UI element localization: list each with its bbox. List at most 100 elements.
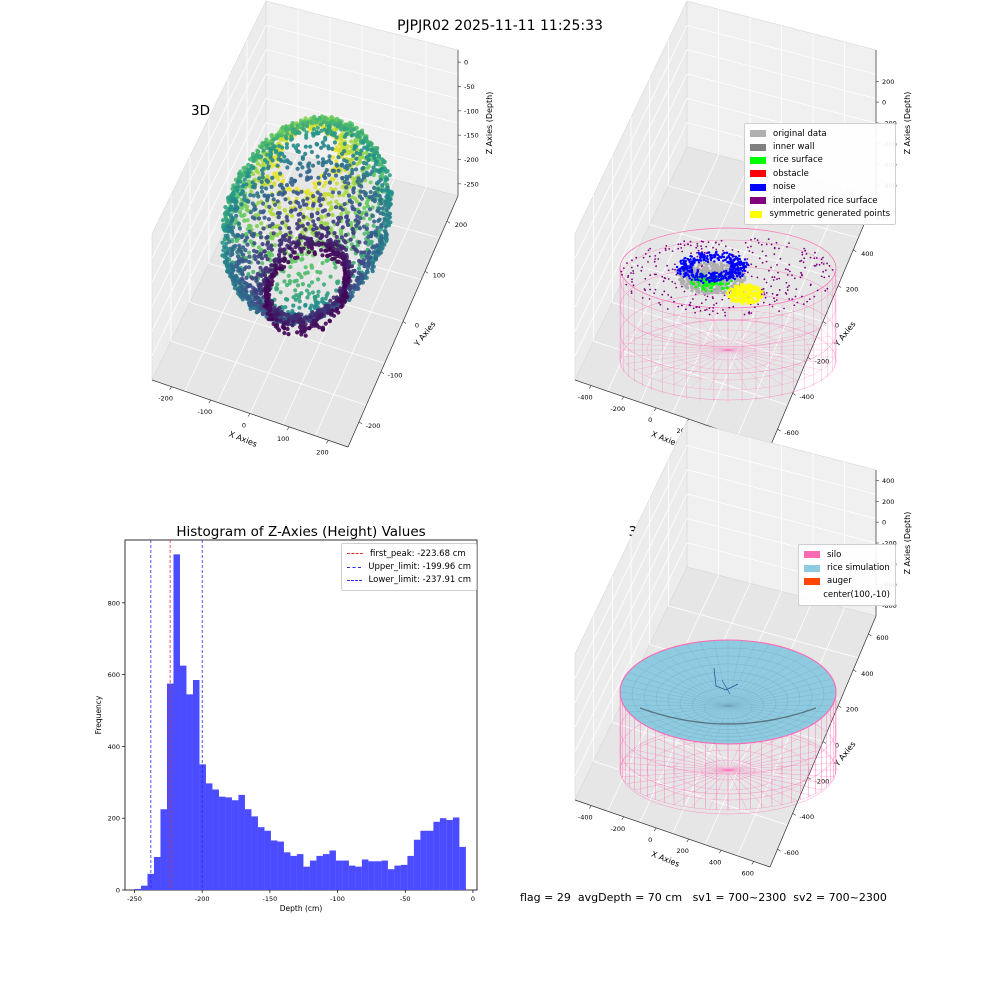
raw-data-point	[238, 271, 243, 276]
raw-data-point	[288, 180, 293, 185]
raw-data-point	[358, 129, 363, 135]
interpolated-point	[748, 264, 750, 267]
original-data-point	[689, 282, 694, 286]
original-data-point	[707, 285, 711, 290]
raw-data-point	[349, 144, 354, 149]
rice-mesh-spoke	[619, 691, 729, 707]
noise-point	[689, 264, 692, 267]
z-axis-title: Z Axies (Depth)	[903, 512, 912, 575]
raw-data-point	[380, 160, 385, 165]
interpolated-point	[747, 246, 749, 249]
raw-data-point	[288, 321, 293, 326]
noise-point	[678, 269, 681, 272]
raw-data-point	[282, 316, 287, 321]
raw-data-point	[237, 292, 242, 297]
raw-data-point	[363, 137, 369, 142]
raw-data-point	[279, 158, 284, 163]
legend-entry-obstacle: obstacle	[750, 167, 890, 180]
raw-data-point	[335, 296, 340, 301]
raw-data-point	[227, 225, 232, 230]
silo-floor-spoke	[727, 769, 747, 810]
raw-data-point	[315, 121, 320, 126]
original-data-point	[703, 283, 707, 287]
noise-point	[725, 279, 729, 282]
noise-point	[728, 270, 732, 273]
raw-data-point	[264, 204, 269, 209]
raw-data-point	[362, 137, 368, 142]
raw-data-point	[364, 227, 369, 232]
rice-surface-point	[713, 282, 716, 286]
raw-data-point	[298, 325, 303, 330]
raw-data-point	[251, 231, 256, 236]
original-data-point	[684, 285, 689, 290]
raw-data-point	[283, 138, 288, 143]
noise-point	[687, 259, 691, 262]
noise-point	[724, 276, 728, 279]
raw-data-point	[355, 134, 360, 139]
raw-data-point	[307, 326, 312, 331]
raw-data-point	[364, 150, 369, 155]
raw-data-point	[328, 298, 333, 303]
raw-data-point	[312, 195, 317, 200]
raw-data-point	[349, 271, 354, 277]
raw-data-point	[225, 269, 230, 274]
interpolated-point	[694, 287, 696, 289]
interpolated-point	[762, 288, 765, 290]
raw-data-point	[299, 189, 304, 194]
noise-point	[734, 263, 737, 266]
noise-point	[691, 273, 695, 277]
raw-data-point	[376, 205, 381, 210]
raw-data-point	[328, 130, 333, 136]
raw-data-point	[355, 138, 361, 143]
raw-data-point	[275, 175, 280, 180]
interpolated-point	[697, 249, 700, 252]
symmetric-point	[733, 298, 736, 302]
noise-point	[696, 276, 699, 279]
raw-data-point	[332, 301, 338, 306]
rice-mesh-spoke	[634, 705, 729, 719]
original-data-point	[704, 286, 708, 291]
noise-point	[718, 255, 721, 258]
raw-data-point	[377, 186, 382, 191]
raw-data-point	[254, 306, 259, 311]
original-data-point	[721, 271, 725, 275]
noise-point	[725, 269, 728, 273]
raw-data-point	[245, 167, 250, 172]
raw-data-point	[299, 124, 305, 129]
raw-data-point	[244, 293, 249, 298]
raw-data-point	[338, 123, 343, 128]
noise-point	[717, 279, 721, 282]
raw-data-point	[349, 158, 354, 163]
raw-data-point	[279, 268, 284, 273]
noise-point	[712, 276, 715, 280]
raw-data-point	[242, 194, 247, 199]
original-data-point	[703, 270, 708, 274]
raw-data-point	[327, 245, 332, 250]
y-tick-label: 200	[455, 221, 467, 229]
interpolated-point	[740, 298, 743, 301]
noise-point	[718, 272, 721, 276]
raw-data-point	[377, 206, 382, 211]
noise-point	[702, 259, 705, 262]
noise-point	[742, 261, 746, 265]
raw-data-point	[236, 235, 241, 241]
raw-data-point	[343, 123, 348, 128]
raw-data-point	[383, 178, 388, 183]
original-data-point	[689, 272, 693, 276]
raw-data-point	[296, 271, 301, 276]
interpolated-point	[698, 268, 701, 271]
noise-point	[692, 262, 695, 265]
silo-floor-spoke	[727, 342, 835, 351]
raw-data-point	[281, 125, 286, 130]
raw-data-point	[309, 265, 315, 270]
rice-mesh-spoke	[727, 705, 743, 744]
raw-data-point	[290, 126, 295, 131]
noise-point	[682, 275, 685, 278]
raw-data-point	[277, 153, 282, 158]
raw-data-point	[277, 134, 282, 139]
raw-data-point	[335, 281, 340, 286]
raw-data-point	[343, 233, 348, 238]
raw-data-point	[280, 126, 285, 131]
raw-data-point	[229, 250, 234, 255]
interpolated-point	[711, 296, 714, 298]
